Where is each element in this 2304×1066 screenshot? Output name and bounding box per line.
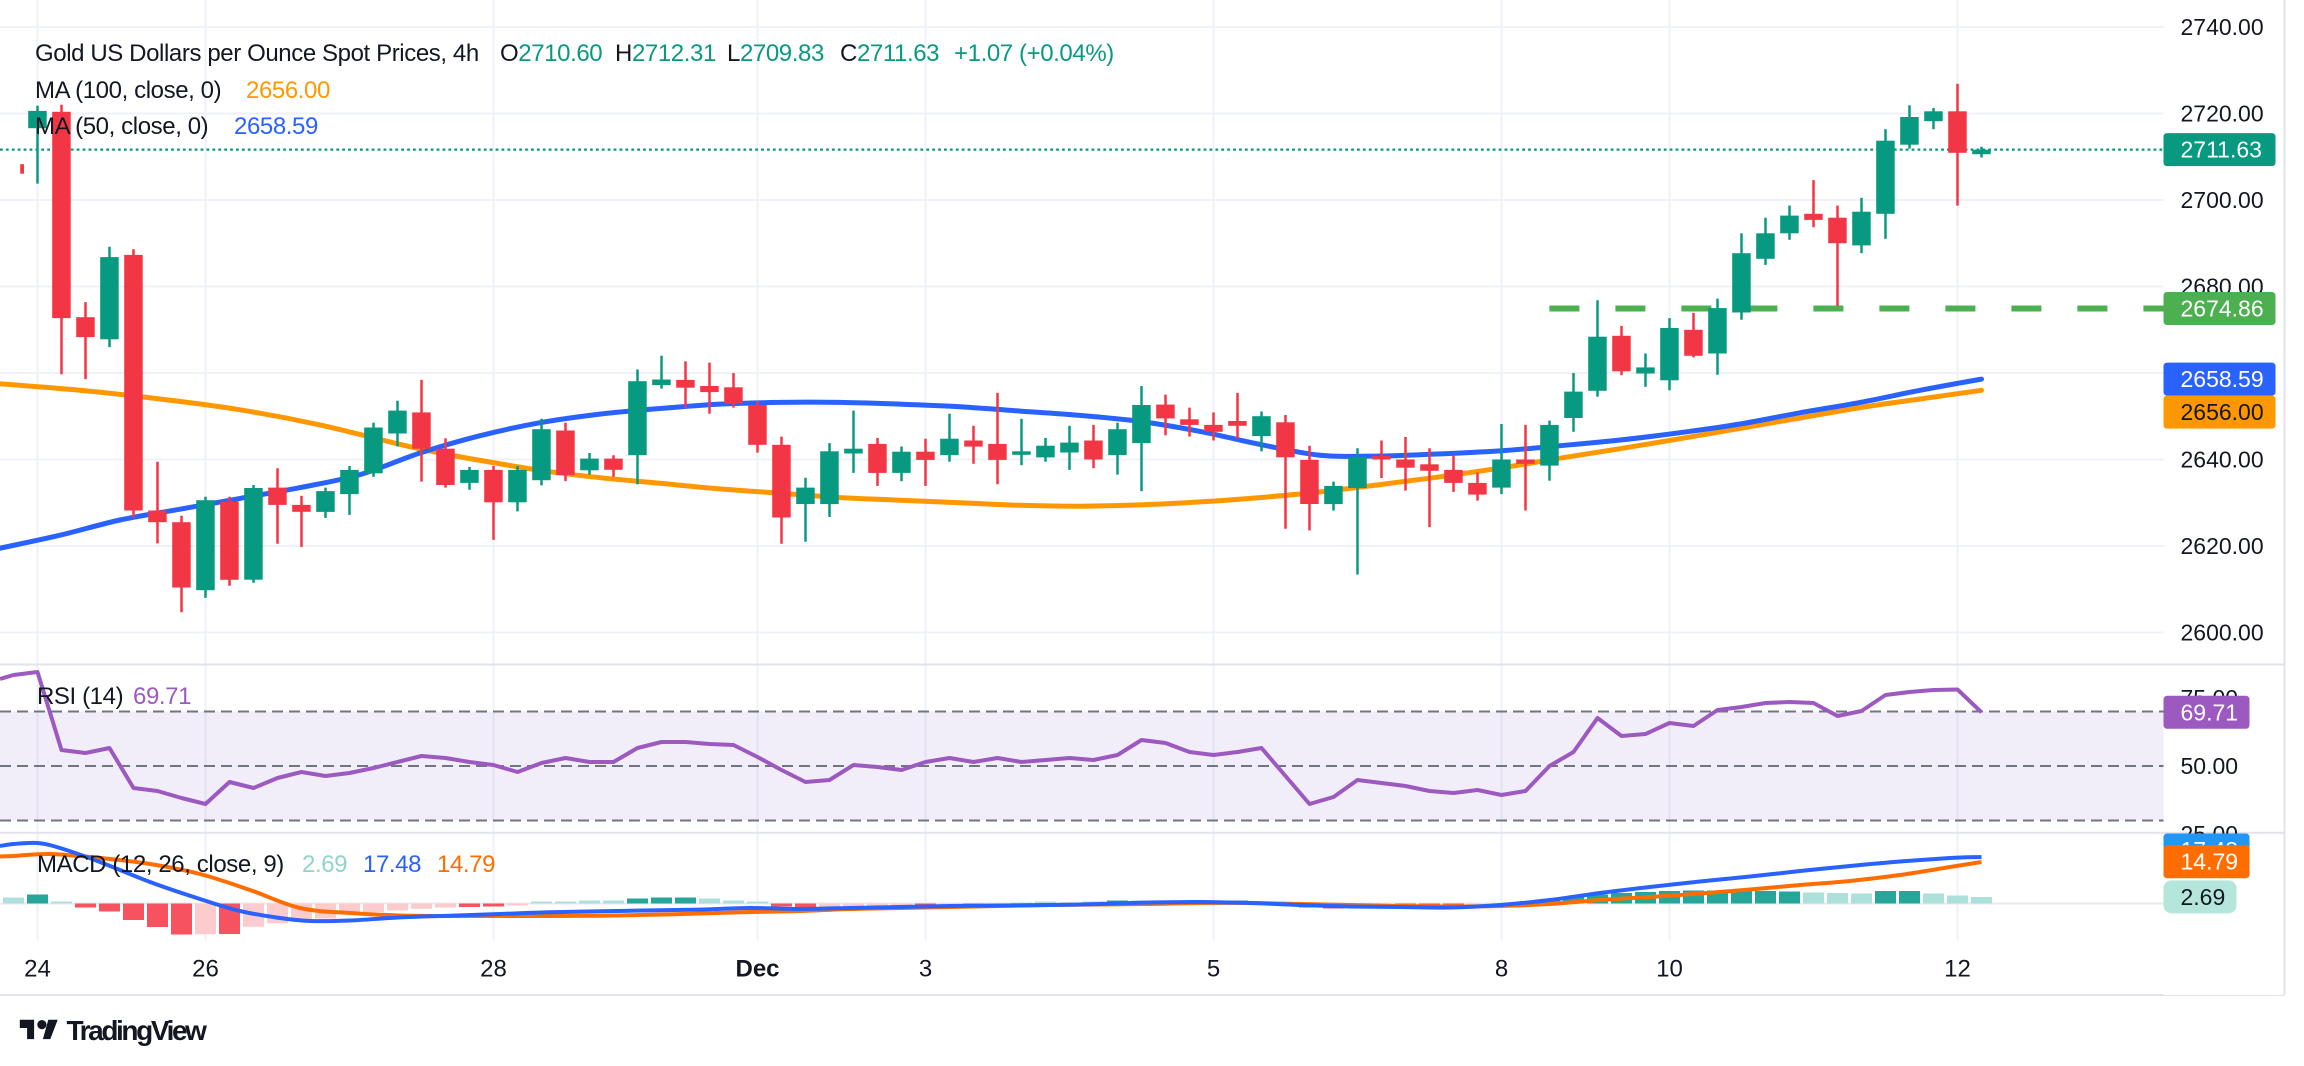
svg-text:5: 5: [1207, 956, 1220, 983]
svg-text:69.71: 69.71: [133, 683, 191, 710]
svg-text:2711.63: 2711.63: [2181, 137, 2262, 163]
svg-text:H2712.31: H2712.31: [615, 40, 716, 67]
svg-text:O2710.60: O2710.60: [500, 40, 602, 67]
svg-text:14.79: 14.79: [2181, 849, 2239, 875]
svg-text:17.48: 17.48: [363, 851, 421, 878]
svg-text:Gold US Dollars per Ounce Spot: Gold US Dollars per Ounce Spot Prices, 4…: [35, 40, 479, 67]
svg-text:2658.59: 2658.59: [234, 113, 318, 140]
svg-text:TradingView: TradingView: [67, 1015, 208, 1046]
svg-text:3: 3: [919, 956, 932, 983]
svg-text:8: 8: [1495, 956, 1508, 983]
svg-text:26: 26: [192, 956, 219, 983]
svg-text:14.79: 14.79: [437, 851, 495, 878]
svg-text:MA (100, close, 0): MA (100, close, 0): [35, 77, 221, 104]
svg-text:Dec: Dec: [735, 956, 779, 983]
svg-text:2620.00: 2620.00: [2181, 533, 2264, 559]
svg-text:2658.59: 2658.59: [2181, 366, 2264, 392]
svg-text:50.00: 50.00: [2181, 753, 2239, 779]
svg-text:2600.00: 2600.00: [2181, 620, 2264, 646]
svg-text:+1.07 (+0.04%): +1.07 (+0.04%): [954, 40, 1114, 67]
svg-text:L2709.83: L2709.83: [727, 40, 824, 67]
svg-text:MA (50, close, 0): MA (50, close, 0): [35, 113, 208, 140]
svg-text:RSI (14): RSI (14): [37, 683, 123, 710]
svg-text:C2711.63: C2711.63: [840, 40, 939, 67]
svg-text:2740.00: 2740.00: [2181, 14, 2264, 40]
svg-text:2656.00: 2656.00: [2181, 399, 2264, 425]
svg-text:2.69: 2.69: [302, 851, 347, 878]
svg-text:2.69: 2.69: [2181, 884, 2226, 910]
svg-text:10: 10: [1656, 956, 1683, 983]
svg-text:2720.00: 2720.00: [2181, 101, 2264, 127]
svg-text:12: 12: [1944, 956, 1971, 983]
svg-text:2656.00: 2656.00: [246, 77, 330, 104]
svg-text:2700.00: 2700.00: [2181, 187, 2264, 213]
svg-text:69.71: 69.71: [2181, 699, 2239, 725]
svg-text:28: 28: [480, 956, 507, 983]
svg-text:24: 24: [24, 956, 51, 983]
svg-text:MACD (12, 26, close, 9): MACD (12, 26, close, 9): [37, 851, 284, 878]
svg-text:2674.86: 2674.86: [2181, 296, 2264, 322]
svg-text:2640.00: 2640.00: [2181, 447, 2264, 473]
